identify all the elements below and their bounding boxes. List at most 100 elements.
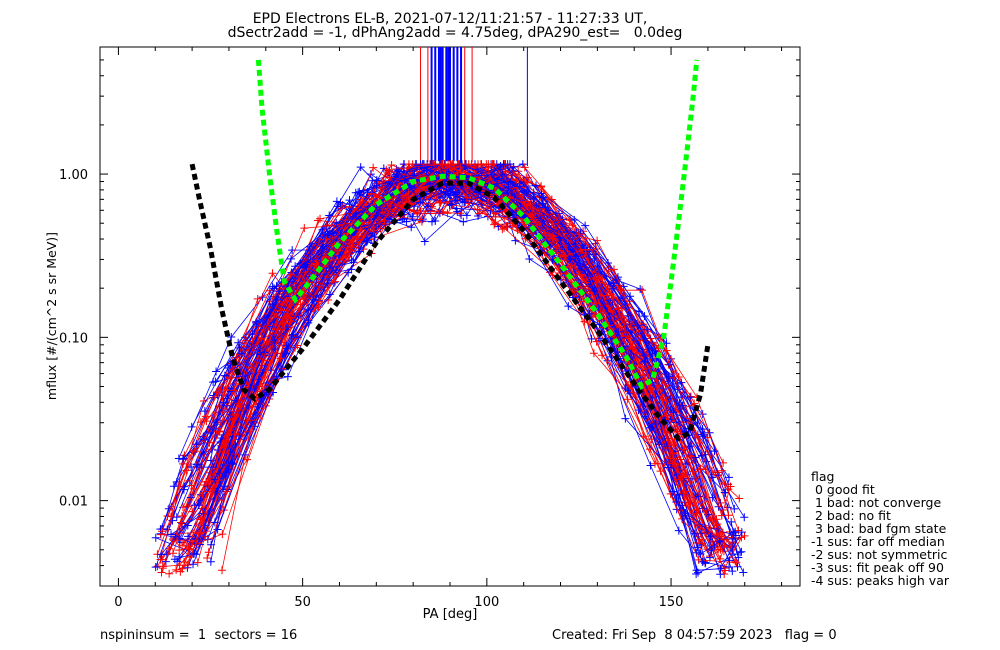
trace-marker xyxy=(443,209,452,218)
trace-marker xyxy=(286,270,295,279)
trace-marker xyxy=(729,528,738,537)
trace-marker xyxy=(223,394,232,403)
trace-marker xyxy=(191,534,200,543)
trace-marker xyxy=(460,198,469,207)
trace-marker xyxy=(369,163,378,172)
trace-marker xyxy=(332,197,341,206)
trace-marker xyxy=(257,334,266,343)
trace-marker xyxy=(566,255,575,264)
trace-marker xyxy=(581,245,590,254)
trace-marker xyxy=(727,517,736,526)
trace-marker xyxy=(304,318,313,327)
trace-marker xyxy=(447,200,456,209)
trace-marker xyxy=(717,466,726,475)
trace-marker xyxy=(549,232,558,241)
trace-marker xyxy=(672,498,681,507)
trace-marker xyxy=(253,294,262,303)
trace-marker xyxy=(212,388,221,397)
trace-marker xyxy=(193,558,202,567)
trace-marker xyxy=(341,253,350,262)
trace-marker xyxy=(245,427,254,436)
trace-marker xyxy=(408,212,417,221)
trace-marker xyxy=(184,532,193,541)
trace-marker xyxy=(253,402,262,411)
trace-marker xyxy=(189,560,198,569)
trace-marker xyxy=(189,484,198,493)
trace-marker xyxy=(212,367,221,376)
x-tick-label: 100 xyxy=(474,595,499,610)
vertical-lines xyxy=(420,47,528,167)
trace-marker xyxy=(165,544,174,553)
trace-marker xyxy=(356,163,365,172)
trace-marker xyxy=(206,456,215,465)
trace-marker xyxy=(185,545,194,554)
trace-marker xyxy=(482,160,491,169)
trace-marker xyxy=(247,363,256,372)
trace-marker xyxy=(726,482,735,491)
trace-marker xyxy=(656,467,665,476)
trace-marker xyxy=(385,167,394,176)
trace-marker xyxy=(175,546,184,555)
trace-marker xyxy=(616,286,625,295)
trace-marker xyxy=(720,488,729,497)
trace-marker xyxy=(235,343,244,352)
trace-marker xyxy=(462,211,471,220)
trace-marker xyxy=(275,287,284,296)
trace-marker xyxy=(504,182,513,191)
trace-marker xyxy=(287,254,296,263)
trace-marker xyxy=(156,555,165,564)
trace-marker xyxy=(470,163,479,172)
trace-marker xyxy=(283,372,292,381)
trace-marker xyxy=(157,568,166,577)
trace-marker xyxy=(505,192,514,201)
data-traces xyxy=(151,160,749,579)
trace-marker xyxy=(227,333,236,342)
trace-line xyxy=(210,170,730,562)
trace-marker xyxy=(428,217,437,226)
trace-marker xyxy=(520,163,529,172)
trace-marker xyxy=(740,513,749,522)
trace-marker xyxy=(215,427,224,436)
trace-marker xyxy=(453,207,462,216)
trace-marker xyxy=(581,221,590,230)
trace-marker xyxy=(177,518,186,527)
trace-marker xyxy=(483,203,492,212)
trace-marker xyxy=(715,530,724,539)
trace-marker xyxy=(215,469,224,478)
trace-marker xyxy=(725,556,734,565)
trace-marker xyxy=(232,353,241,362)
trace-marker xyxy=(151,563,160,572)
trace-marker xyxy=(614,327,623,336)
trace-marker xyxy=(392,170,401,179)
trace-marker xyxy=(316,214,325,223)
trace-marker xyxy=(737,547,746,556)
trace-marker xyxy=(368,176,377,185)
trace-marker xyxy=(731,557,740,566)
trace-marker xyxy=(276,354,285,363)
trace-marker xyxy=(332,218,341,227)
trace-marker xyxy=(681,460,690,469)
trace-marker xyxy=(178,541,187,550)
trace-marker xyxy=(187,463,196,472)
chart-title-line2: dSectr2add = -1, dPhAng2add = 4.75deg, d… xyxy=(227,25,683,41)
trace-marker xyxy=(453,193,462,202)
trace-marker xyxy=(415,215,424,224)
trace-marker xyxy=(723,503,732,512)
trace-marker xyxy=(499,160,508,169)
trace-marker xyxy=(662,346,671,355)
trace-marker xyxy=(735,494,744,503)
trace-marker xyxy=(538,199,547,208)
axes: 0 50 100 150 0.01 0.10 1.00 xyxy=(59,46,800,610)
trace-marker xyxy=(194,501,203,510)
trace-line xyxy=(191,167,717,525)
trace-marker xyxy=(349,258,358,267)
trace-marker xyxy=(710,447,719,456)
trace-marker xyxy=(314,297,323,306)
trace-marker xyxy=(203,554,212,563)
trace-line xyxy=(157,163,689,567)
trace-marker xyxy=(218,566,227,575)
trace-marker xyxy=(172,565,181,574)
trace-marker xyxy=(651,420,660,429)
x-tick-label: 50 xyxy=(294,595,311,610)
trace-marker xyxy=(168,516,177,525)
